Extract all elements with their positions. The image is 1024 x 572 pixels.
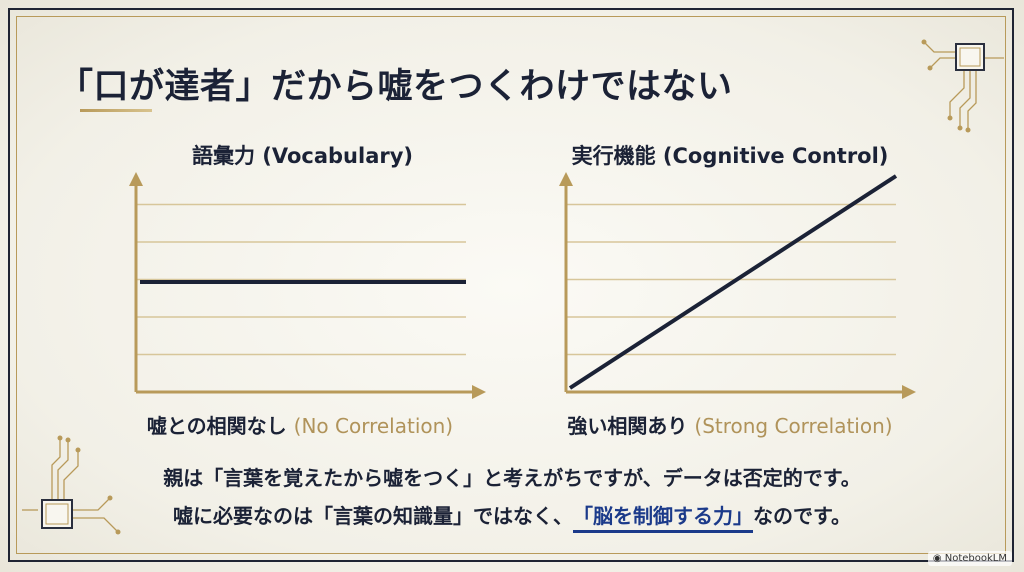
inner-frame: [16, 16, 1006, 554]
xlabel-ja: 強い相関あり: [567, 414, 688, 438]
slide-title: 「口が達者」だから嘘をつくわけではない: [58, 67, 733, 107]
brand-label: NotebookLM: [944, 553, 1007, 564]
brand-badge: ◉ NotebookLM: [927, 551, 1012, 566]
cognitive-control-chart: [559, 172, 916, 399]
vocabulary-chart: [129, 172, 486, 399]
circuit-decoration-bottom-left: [22, 435, 121, 535]
body-line-2-highlight: 「脳を制御する力」: [573, 500, 753, 533]
x-axis-arrow: [902, 385, 916, 399]
xlabel-en: (Strong Correlation): [694, 414, 893, 438]
body-line-2-pre: 嘘に必要なのは「言葉の知識量」ではなく、: [173, 504, 573, 528]
series-line: [568, 174, 898, 390]
xlabel-en: (No Correlation): [293, 414, 454, 438]
body-line-1: 親は「言葉を覚えたから嘘をつく」と考えがちですが、データは否定的です。: [163, 466, 861, 490]
chart-xlabel-cognitive-control: 強い相関あり (Strong Correlation): [550, 410, 910, 439]
body-line-2-post: なのです。: [753, 504, 851, 528]
y-axis-arrow: [559, 172, 573, 186]
chart-title-cognitive-control: 実行機能 (Cognitive Control): [571, 144, 889, 168]
circuit-decoration-top-right: [921, 39, 1004, 133]
xlabel-ja: 嘘との相関なし: [146, 414, 287, 438]
title-underline: [80, 109, 152, 112]
chart-xlabel-vocabulary: 嘘との相関なし (No Correlation): [120, 410, 480, 439]
y-axis-arrow: [129, 172, 143, 186]
x-axis-arrow: [472, 385, 486, 399]
brand-icon: ◉: [932, 553, 942, 564]
body-line-2: 嘘に必要なのは「言葉の知識量」ではなく、「脳を制御する力」なのです。: [0, 500, 1024, 533]
outer-frame: [8, 8, 1014, 562]
chart-title-vocabulary: 語彙力 (Vocabulary): [191, 144, 414, 168]
